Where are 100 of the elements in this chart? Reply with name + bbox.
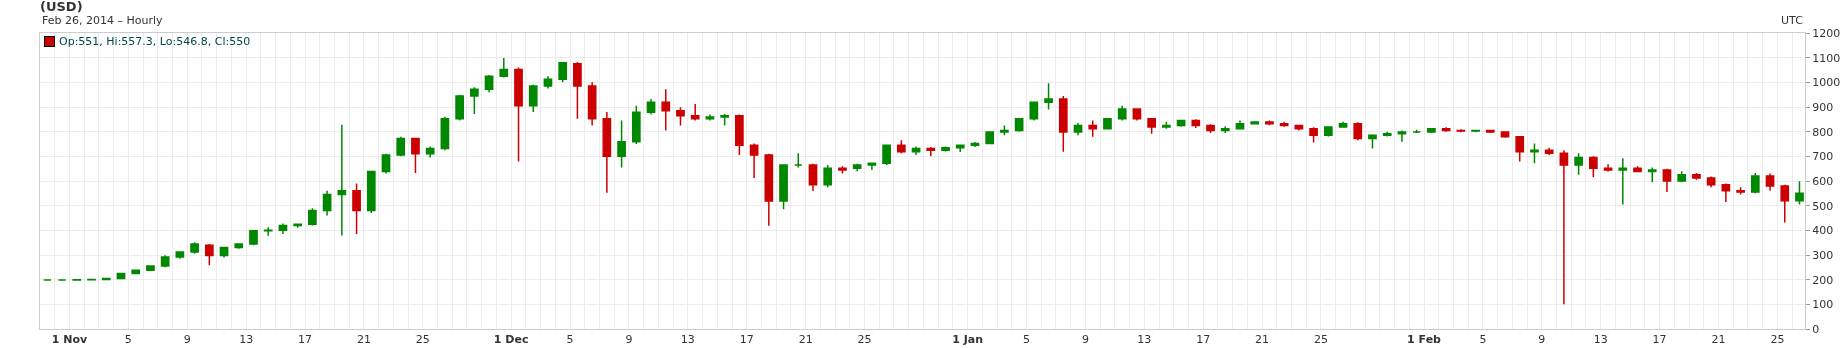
candlestick — [735, 113, 744, 156]
candlestick — [1162, 121, 1171, 130]
x-tick-label: 21 — [356, 333, 371, 347]
x-tick-label: 25 — [1313, 333, 1328, 347]
candlestick — [1485, 128, 1495, 134]
x-tick-label: 1 Jan — [952, 333, 984, 347]
candlestick — [469, 86, 479, 115]
y-tick-label: 800 — [1812, 125, 1834, 139]
candlestick — [249, 229, 258, 246]
candlestick — [1633, 165, 1642, 174]
candlestick — [1721, 182, 1731, 203]
candlestick — [308, 207, 317, 227]
chart-subtitle: Feb 26, 2014 – Hourly — [42, 14, 163, 27]
candlestick — [411, 137, 420, 174]
candlestick — [1206, 123, 1215, 134]
candlestick — [1397, 129, 1407, 143]
candlestick — [425, 145, 435, 159]
candlestick — [322, 190, 332, 217]
candlestick — [631, 105, 641, 145]
y-tick-label: 300 — [1812, 248, 1834, 262]
x-tick-label: 1 Dec — [493, 333, 529, 347]
candlestick — [1456, 128, 1466, 133]
text: UTC — [1781, 14, 1804, 27]
candlestick — [676, 106, 685, 127]
candlestick — [160, 254, 170, 269]
candlestick — [1412, 128, 1422, 134]
candlestick — [1780, 183, 1790, 224]
x-tick-label: 17 — [739, 333, 754, 347]
candlestick — [1132, 107, 1142, 122]
candlestick — [1530, 142, 1539, 164]
candlestick — [1073, 122, 1083, 137]
y-tick-label: 1000 — [1812, 76, 1841, 90]
candlestick — [1544, 146, 1554, 156]
candlestick — [337, 124, 347, 237]
y-tick-label: 0 — [1812, 322, 1820, 336]
x-tick-label: 9 — [625, 333, 633, 347]
candlestick — [1309, 126, 1318, 144]
candlestick — [190, 241, 199, 255]
candlestick — [1765, 172, 1775, 192]
candlestick — [352, 182, 361, 235]
x-tick-label: 21 — [1255, 333, 1270, 347]
candlestick — [1147, 118, 1156, 135]
candlestick — [1103, 118, 1112, 130]
candlestick — [484, 74, 494, 93]
candlestick — [882, 143, 891, 166]
candlestick — [705, 113, 715, 122]
candlestick — [278, 222, 288, 235]
candlestick — [661, 88, 671, 132]
candlestick — [1500, 130, 1510, 139]
candlestick — [602, 111, 612, 194]
candlestick — [43, 278, 52, 282]
x-tick-label: 25 — [415, 333, 430, 347]
candlestick — [293, 222, 303, 229]
candlestick — [1044, 82, 1053, 111]
candlestick — [234, 242, 244, 250]
candlestick — [1662, 167, 1672, 193]
candlestick — [514, 66, 523, 163]
candlestick — [72, 278, 82, 282]
candlestick — [1647, 166, 1657, 183]
x-tick-label: 25 — [857, 333, 872, 347]
candlestick — [926, 146, 936, 158]
candlestick — [720, 113, 730, 127]
candlestick — [381, 153, 391, 175]
candlestick — [1117, 105, 1127, 122]
y-tick-label: 600 — [1812, 174, 1834, 188]
candlestick — [1382, 130, 1392, 138]
x-tick-label: 17 — [1652, 333, 1667, 347]
y-tick-label: 100 — [1812, 298, 1834, 312]
y-tick-label: 400 — [1812, 224, 1834, 238]
candlestick — [1692, 172, 1701, 181]
candlestick — [146, 264, 155, 272]
candlestick — [1603, 163, 1613, 173]
candlestick — [852, 162, 862, 172]
candlestick — [1353, 121, 1363, 142]
x-tick-label: 5 — [1022, 333, 1030, 347]
candlestick — [1588, 155, 1598, 179]
x-tick-label: 5 — [566, 333, 574, 347]
x-tick-label: 9 — [1081, 333, 1089, 347]
x-tick-label: 13 — [1593, 333, 1608, 347]
candlestick — [1029, 101, 1039, 122]
candlestick — [528, 84, 538, 113]
candlestick — [779, 164, 788, 211]
candlestick — [808, 162, 818, 192]
candlestick — [749, 142, 759, 179]
candlestick — [558, 61, 568, 84]
candlestick — [573, 61, 582, 120]
chart-title: (USD) — [40, 0, 83, 15]
candlestick — [867, 161, 877, 171]
candlestick — [690, 103, 700, 122]
x-tick-label: 13 — [239, 333, 254, 347]
candlestick — [1427, 127, 1436, 134]
candlestick — [396, 136, 406, 158]
x-tick-label: 5 — [1479, 333, 1487, 347]
candlestick — [204, 243, 214, 267]
y-tick-label: 200 — [1812, 273, 1834, 287]
candlestick — [617, 119, 626, 169]
candlestick — [1265, 119, 1274, 126]
x-tick-label: 5 — [124, 333, 132, 347]
candlestick — [896, 139, 906, 155]
candlestick — [175, 250, 185, 260]
